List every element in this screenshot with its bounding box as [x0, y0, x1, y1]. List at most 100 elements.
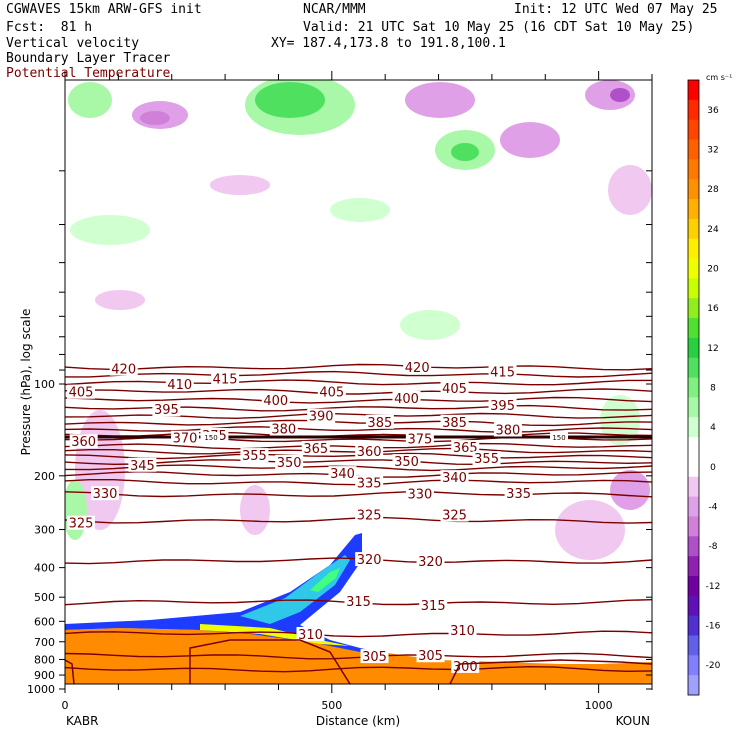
theta-label: 375 — [407, 433, 432, 448]
y-tick-label: 300 — [34, 524, 55, 537]
colorbar-label: -8 — [709, 542, 718, 552]
forecast-hour: Fcst: 81 h — [6, 20, 93, 35]
theta-label-bg — [301, 440, 330, 455]
plot-frame — [64, 79, 653, 685]
y-tick-label: 400 — [34, 562, 55, 575]
theta-line-305 — [65, 652, 652, 660]
colorbar-swatch — [688, 218, 699, 240]
colorbar-swatch — [688, 99, 699, 121]
velocity-down-region — [405, 82, 475, 118]
theta-label-bg — [472, 451, 501, 466]
colorbar-swatch — [688, 456, 699, 478]
colorbar-swatch — [688, 536, 699, 557]
velocity-up-region — [451, 143, 479, 161]
theta-label-bg — [344, 594, 373, 609]
theta-label: 325 — [442, 509, 467, 524]
theta-label: 360 — [71, 435, 96, 450]
theta-label-bg — [296, 626, 325, 641]
theta-label-bg — [91, 486, 120, 501]
y-tick-label: 1000 — [27, 683, 55, 696]
theta-line-415 — [65, 370, 652, 378]
theta-label: 310 — [298, 628, 323, 643]
theta-label-bg — [493, 422, 522, 437]
theta-label: 340 — [442, 471, 467, 486]
velocity-up-region — [330, 198, 390, 222]
x-tick-label: 500 — [321, 699, 342, 712]
y-tick-label: 100 — [34, 378, 55, 391]
theta-label-bg — [355, 507, 384, 522]
theta-line-310 — [65, 630, 652, 638]
y-tick-label: 500 — [34, 591, 55, 604]
theta-label: 400 — [263, 394, 288, 409]
theta-label: 355 — [474, 452, 499, 467]
terrain-outline — [189, 639, 351, 684]
velocity-up-region — [68, 82, 112, 118]
colorbar-swatch — [688, 675, 699, 696]
theta-label-bg — [451, 440, 480, 455]
theta-label: 400 — [394, 392, 419, 407]
theta-label: 405 — [69, 386, 94, 401]
theta-label: 340 — [330, 467, 355, 482]
colorbar-swatch — [688, 575, 699, 597]
theta-label: 325 — [357, 509, 382, 524]
theta-label-bg — [128, 457, 157, 472]
theta-label: 395 — [490, 399, 515, 414]
y-tick-label: 600 — [34, 615, 55, 628]
velocity-down-region — [610, 470, 650, 510]
colorbar-swatch — [688, 179, 699, 200]
colorbar-swatch — [688, 496, 699, 517]
theta-label: 355 — [242, 449, 267, 464]
tracer-plume — [65, 533, 390, 655]
theta-label-bg — [360, 649, 389, 664]
theta-label: 330 — [407, 488, 432, 503]
valid-time: Valid: 21 UTC Sat 10 May 25 (16 CDT Sat … — [303, 20, 695, 35]
colorbar-swatch — [688, 635, 699, 656]
terrain-outline — [65, 659, 75, 684]
theta-label-bg — [69, 434, 98, 449]
colorbar-swatch — [688, 437, 699, 458]
velocity-down-region — [610, 88, 630, 102]
theta-label: 305 — [362, 650, 387, 665]
theta-label: 405 — [319, 386, 344, 401]
right-endpoint-label: KOUN — [616, 714, 650, 728]
colorbar-label: 28 — [707, 185, 719, 195]
theta-label-bg — [451, 658, 480, 673]
colorbar-swatch — [688, 397, 699, 418]
colorbar-swatch — [688, 258, 699, 279]
theta-label: 395 — [154, 403, 179, 418]
colorbar-swatch — [688, 595, 699, 617]
colorbar-swatch — [688, 476, 699, 498]
y-tick-label: 800 — [34, 653, 55, 666]
colorbar-swatch — [688, 298, 699, 319]
theta-line-345 — [65, 464, 652, 472]
colorbar-unit: cm s⁻¹ — [706, 73, 732, 82]
xy-coords: XY= 187.4,173.8 to 191.8,100.1 — [271, 36, 506, 51]
theta-label-bg — [211, 371, 240, 386]
theta-label-bg — [269, 421, 298, 436]
theta-label: 370 — [173, 432, 198, 447]
terrain-outline — [449, 659, 652, 684]
theta-label: 345 — [130, 459, 155, 474]
theta-line-420 — [65, 363, 652, 371]
colorbar-label: 8 — [710, 384, 716, 394]
theta-label: 305 — [418, 649, 443, 664]
colorbar-swatch — [688, 119, 699, 141]
theta-label: 420 — [405, 361, 430, 376]
field-tracer: Boundary Layer Tracer — [6, 51, 171, 66]
colorbar-label: 20 — [707, 264, 719, 274]
theta-label-bg — [419, 597, 448, 612]
theta-label: 310 — [450, 624, 475, 639]
colorbar-label: -4 — [709, 503, 718, 513]
theta-label-bg — [440, 414, 469, 429]
velocity-down-region — [240, 485, 270, 535]
velocity-down-region — [608, 165, 652, 215]
theta-label-bg — [488, 364, 517, 379]
theta-line-405 — [65, 388, 652, 395]
colorbar-label: 32 — [707, 145, 718, 155]
colorbar-swatch — [688, 556, 699, 577]
theta-label-bg — [440, 507, 469, 522]
tracer-plume-inner — [240, 555, 350, 624]
theta-line-330 — [65, 491, 652, 498]
theta-label-bg — [67, 384, 96, 399]
colorbar-swatch — [688, 139, 699, 160]
